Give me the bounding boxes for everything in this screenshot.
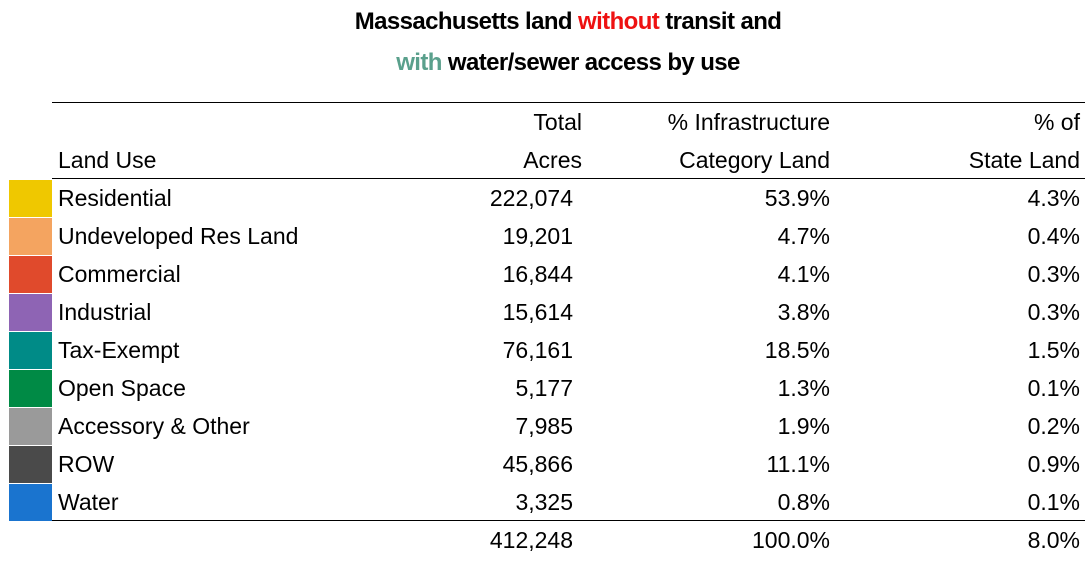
title-text: Massachusetts land (354, 8, 579, 35)
top-rule (52, 102, 1085, 103)
header-pct-state-1: % of (1033, 109, 1080, 135)
row-total-acres: 19,201 (502, 223, 573, 249)
title-text: water/sewer access by use (441, 49, 740, 76)
color-swatch (9, 294, 52, 331)
row-pct-infra: 1.3% (777, 375, 830, 401)
header-pct-state-2: State Land (968, 147, 1080, 173)
row-land-use: Water (58, 489, 119, 515)
color-swatch (9, 218, 52, 255)
row-land-use: Open Space (58, 375, 186, 401)
color-swatch (9, 180, 52, 217)
row-pct-state: 0.2% (1027, 413, 1080, 439)
total-pct-infra: 100.0% (751, 527, 830, 553)
row-pct-state: 0.3% (1027, 261, 1080, 287)
row-pct-infra: 18.5% (764, 337, 830, 363)
row-land-use: ROW (58, 451, 115, 477)
table-title-line-1: Massachusetts land without transit and (0, 8, 1092, 36)
row-pct-infra: 0.8% (777, 489, 830, 515)
row-total-acres: 45,866 (502, 451, 573, 477)
row-pct-state: 0.9% (1027, 451, 1080, 477)
row-pct-state: 0.3% (1027, 299, 1080, 325)
total-rule (52, 520, 1085, 521)
row-total-acres: 3,325 (515, 489, 573, 515)
total-acres: 412,248 (489, 527, 573, 553)
table-title-line-2: with water/sewer access by use (0, 49, 1092, 77)
title-text: transit and (659, 8, 782, 35)
row-land-use: Industrial (58, 299, 152, 325)
header-pct-infra-2: Category Land (679, 147, 830, 173)
row-pct-state: 0.1% (1027, 375, 1080, 401)
row-pct-infra: 1.9% (777, 413, 830, 439)
row-land-use: Accessory & Other (58, 413, 250, 439)
row-pct-state: 4.3% (1027, 185, 1080, 211)
row-pct-infra: 3.8% (777, 299, 830, 325)
row-land-use: Residential (58, 185, 172, 211)
row-pct-infra: 4.7% (777, 223, 830, 249)
row-total-acres: 7,985 (515, 413, 573, 439)
row-total-acres: 76,161 (502, 337, 573, 363)
row-pct-infra: 4.1% (777, 261, 830, 287)
row-pct-state: 0.1% (1027, 489, 1080, 515)
header-pct-infra-1: % Infrastructure (667, 109, 830, 135)
header-total-acres-2: Acres (523, 147, 582, 173)
row-land-use: Commercial (58, 261, 181, 287)
row-total-acres: 15,614 (502, 299, 573, 325)
title-highlight-with: with (396, 49, 442, 76)
color-swatch (9, 484, 52, 521)
total-pct-state: 8.0% (1027, 527, 1080, 553)
color-swatch (9, 408, 52, 445)
row-land-use: Undeveloped Res Land (58, 223, 299, 249)
header-total-acres-1: Total (533, 109, 582, 135)
color-swatch (9, 332, 52, 369)
title-highlight-without: without (578, 8, 660, 35)
row-pct-infra: 11.1% (766, 451, 830, 477)
header-rule (52, 178, 1085, 179)
row-pct-state: 0.4% (1027, 223, 1080, 249)
row-pct-infra: 53.9% (764, 185, 830, 211)
row-total-acres: 222,074 (489, 185, 573, 211)
header-land-use: Land Use (58, 147, 157, 173)
row-pct-state: 1.5% (1027, 337, 1080, 363)
color-swatch (9, 370, 52, 407)
color-swatch (9, 256, 52, 293)
row-total-acres: 16,844 (502, 261, 573, 287)
row-land-use: Tax-Exempt (58, 337, 180, 363)
color-swatch (9, 446, 52, 483)
row-total-acres: 5,177 (515, 375, 573, 401)
